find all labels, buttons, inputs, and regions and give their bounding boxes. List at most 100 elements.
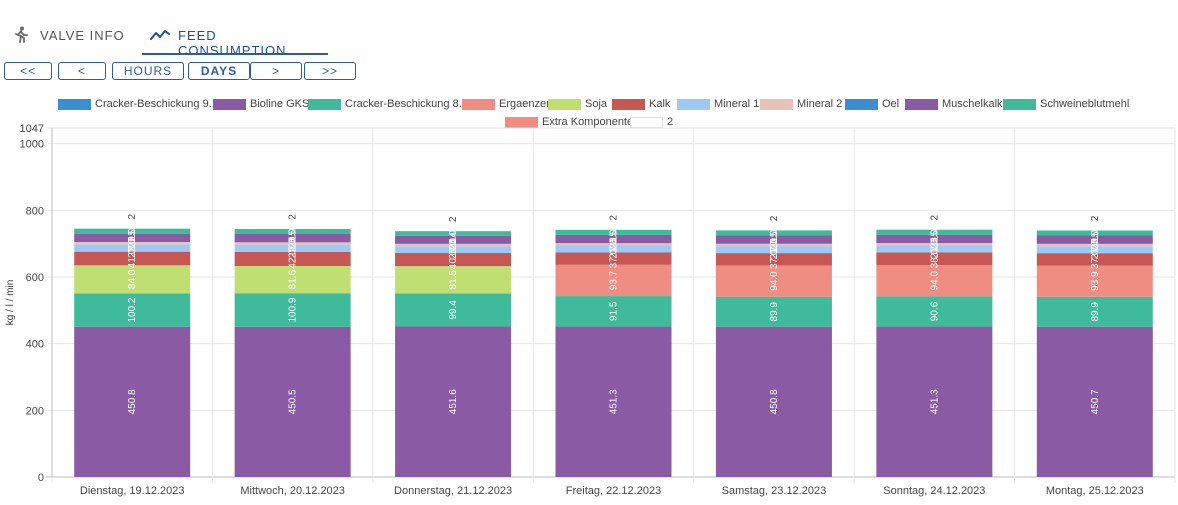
bar-segment: [715, 253, 832, 266]
legend-item[interactable]: Muschelkalk: [905, 98, 1003, 110]
legend-swatch: [677, 98, 710, 110]
bar-segment: [74, 242, 191, 245]
legend-item[interactable]: Kalk: [612, 98, 670, 110]
bar-segment: [555, 243, 672, 246]
bar-top-label: 2: [1090, 215, 1101, 221]
bar-value-label: 89.9: [769, 302, 780, 322]
bar-value-label: 25.0: [769, 229, 780, 249]
bar-segment: [715, 230, 832, 236]
bar-value-label: 21.0: [1090, 239, 1101, 259]
y-tick-label: 800: [26, 205, 44, 217]
days-button[interactable]: DAYS: [188, 62, 250, 80]
bar-value-label: 37.0: [609, 248, 620, 268]
bar-value-label: 15.0: [769, 223, 780, 243]
bar-value-label: 94.0: [929, 271, 940, 291]
last-page-button[interactable]: >>: [304, 62, 356, 80]
active-tab-indicator: [142, 53, 328, 55]
x-tick-label: Montag, 25.12.2023: [1046, 485, 1144, 497]
legend-label: 2: [667, 116, 674, 128]
bar-segment: [74, 265, 191, 294]
legend-item[interactable]: Mineral 1: [677, 98, 759, 110]
bar-segment: [395, 246, 512, 253]
bar-value-label: 81.6: [288, 269, 299, 289]
bar-segment: [234, 293, 351, 327]
hours-button[interactable]: HOURS: [112, 62, 184, 80]
legend-item[interactable]: Bioline GKS: [213, 98, 309, 110]
bar-segment: [715, 243, 832, 247]
bar-top-label: 2: [448, 216, 459, 222]
legend-swatch: [308, 98, 341, 110]
bar-value-label: 22.0: [127, 238, 138, 258]
bar-segment: [1036, 265, 1153, 297]
bar-value-label: 450.7: [1090, 389, 1101, 414]
stacked-bar-chart: 0 200 400 600 800 1000 1047 kg / l / min 450.8 10…: [5, 123, 1176, 497]
y-tick-label: 0: [38, 472, 44, 484]
previous-button[interactable]: <: [58, 62, 106, 80]
bar-segment: [1036, 253, 1153, 266]
legend-item[interactable]: Soja: [548, 98, 607, 110]
bar-segment: [876, 252, 993, 266]
bar-value-label: 15.0: [929, 222, 940, 242]
x-tick-label: Samstag, 23.12.2023: [722, 485, 827, 497]
legend-item[interactable]: Schweineblutmehl: [1003, 98, 1129, 110]
tab-valve-info[interactable]: VALVE INFO: [12, 18, 130, 56]
bar-segment: [555, 326, 672, 477]
bar-value-label: 7.0: [769, 238, 780, 252]
legend-item[interactable]: 2: [630, 116, 673, 128]
first-page-button[interactable]: <<: [4, 62, 52, 80]
tab-feed-consumption[interactable]: FEED CONSUMPTION: [142, 18, 328, 58]
legend-label: Ergaenzer: [499, 98, 550, 110]
bar-value-label: 37.0: [769, 249, 780, 269]
bar-segment: [395, 252, 512, 267]
bar-value-label: 84.0: [127, 269, 138, 289]
bar-value-label: 94.0: [769, 271, 780, 291]
bar-segment: [555, 234, 672, 244]
bar-segment: [876, 265, 993, 297]
legend-item[interactable]: Extra Komponente: [505, 116, 633, 128]
legend-item[interactable]: Ergaenzer: [462, 98, 550, 110]
y-tick-label: 400: [26, 339, 44, 351]
legend-swatch: [845, 98, 878, 110]
bar-segment: [395, 293, 512, 327]
next-button[interactable]: >: [250, 62, 302, 80]
bar-value-label: 100.9: [288, 297, 299, 322]
tab-bar: VALVE INFO FEED CONSUMPTION: [0, 0, 1178, 58]
bar-segment: [715, 296, 832, 327]
legend-swatch: [548, 98, 581, 110]
bar-segment: [555, 229, 672, 235]
legend-swatch: [58, 98, 91, 110]
bar-top-label: 2: [769, 215, 780, 221]
bar-value-label: 451.6: [448, 389, 459, 414]
legend-item[interactable]: Cracker-Beschickung 8.1: [308, 98, 468, 110]
bar-value-label: 7.0: [929, 237, 940, 251]
bar-value-label: 7.0: [448, 238, 459, 252]
bar-segment: [74, 244, 191, 252]
legend-item[interactable]: Oel: [845, 98, 899, 110]
bar-value-label: 21.0: [769, 239, 780, 259]
bar-segment: [1036, 235, 1153, 244]
legend-swatch: [1003, 98, 1036, 110]
bar-segment: [234, 266, 351, 294]
bar-segment: [234, 244, 351, 252]
legend-swatch: [905, 98, 938, 110]
x-tick-label: Mittwoch, 20.12.2023: [240, 485, 345, 497]
legend-item[interactable]: Cracker-Beschickung 9.1: [58, 98, 218, 110]
bar-value-label: 25.0: [127, 228, 138, 248]
bar-value-label: 89.9: [1090, 302, 1101, 322]
bar-value-label: 451.3: [929, 389, 940, 414]
bar-segment: [876, 296, 993, 327]
bar-segment: [1036, 246, 1153, 254]
legend-item[interactable]: Mineral 2: [760, 98, 842, 110]
bar-value-label: 451.3: [609, 389, 620, 414]
y-tick-label: 600: [26, 272, 44, 284]
bar-segment: [876, 243, 993, 246]
bar-value-label: 15.0: [609, 222, 620, 242]
legend-label: Extra Komponente: [542, 116, 634, 128]
bar-top-label: 2: [127, 213, 138, 219]
y-tick-label: 1047: [20, 123, 44, 135]
bar-segment: [876, 234, 993, 244]
runner-icon: [12, 26, 32, 44]
bar-value-label: 100.2: [127, 297, 138, 322]
x-tick-label: Freitag, 22.12.2023: [566, 485, 661, 497]
bar-value-label: 37.0: [1090, 249, 1101, 269]
